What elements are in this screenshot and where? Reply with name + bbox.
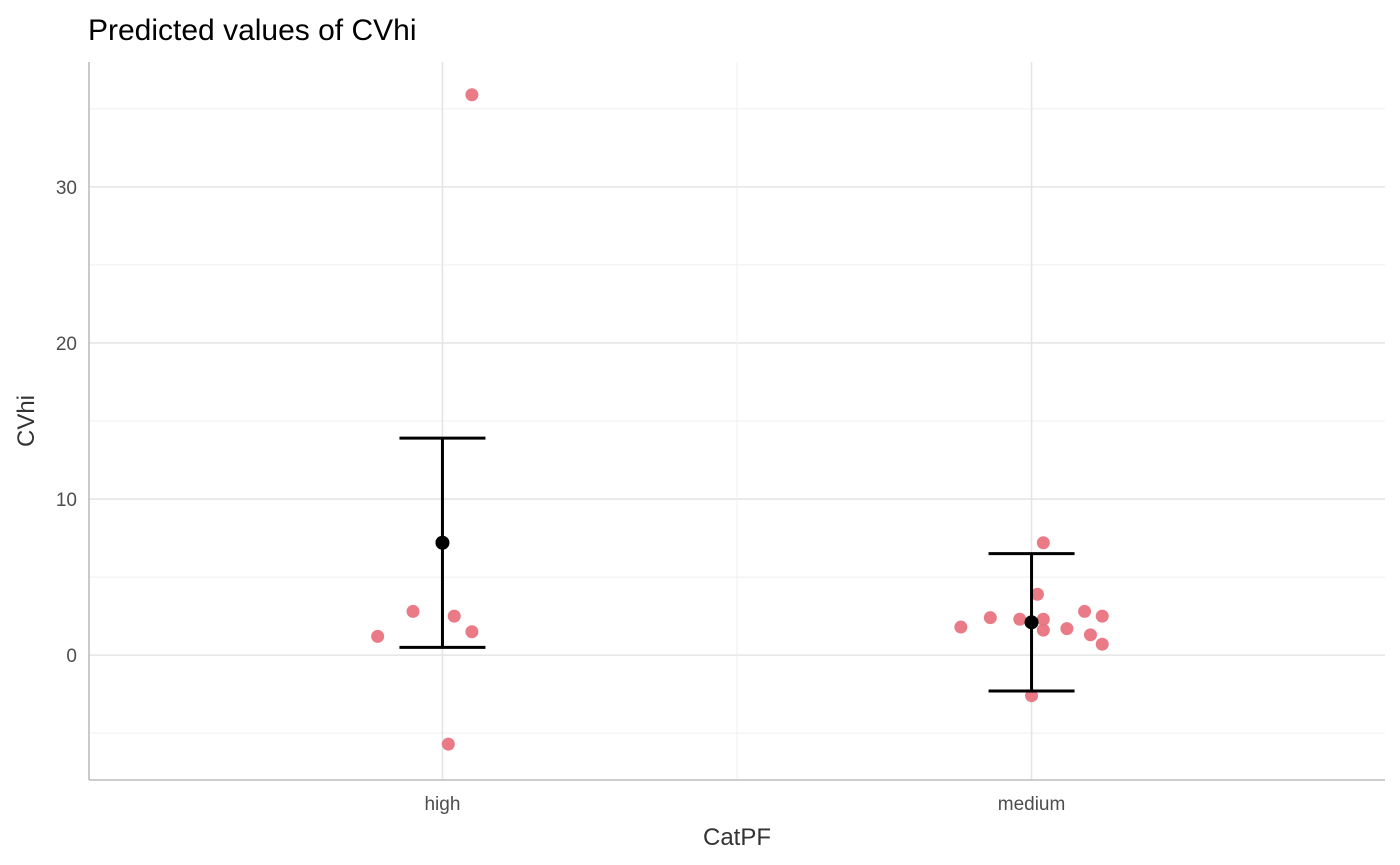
observation-point	[1078, 604, 1092, 618]
observation-point	[465, 625, 479, 639]
chart-title: Predicted values of CVhi	[88, 14, 417, 47]
y-tick-label: 20	[56, 334, 77, 355]
grid	[89, 62, 1385, 780]
observation-point	[1095, 637, 1109, 651]
estimate-point	[435, 535, 450, 550]
observation-point	[1013, 612, 1027, 626]
observation-point	[1036, 623, 1050, 637]
observation-point	[1060, 622, 1074, 636]
x-tick-label: high	[424, 794, 460, 815]
observation-point	[447, 609, 461, 623]
observation-point	[1095, 609, 1109, 623]
observation-point	[954, 620, 968, 634]
axes	[88, 62, 1385, 781]
observation-point	[983, 611, 997, 625]
x-axis-title: CatPF	[703, 824, 771, 851]
observation-point	[441, 737, 455, 751]
y-tick-label: 10	[56, 490, 77, 511]
tick-labels: 0 10 20 30 high medium	[56, 178, 1065, 815]
y-tick-label: 0	[66, 646, 77, 667]
prediction-estimates	[399, 436, 1075, 693]
x-tick-label: medium	[998, 794, 1066, 815]
observation-point	[465, 88, 479, 102]
y-tick-label: 30	[56, 178, 77, 199]
observation-point	[1030, 587, 1044, 601]
observation-point	[1083, 628, 1097, 642]
prediction-medium	[988, 552, 1075, 693]
observation-point	[371, 629, 385, 643]
observation-point	[1036, 612, 1050, 626]
observation-point	[1036, 536, 1050, 550]
y-axis-title: CVhi	[13, 395, 40, 447]
estimate-point	[1024, 615, 1039, 630]
prediction-high	[399, 436, 486, 649]
observation-point	[406, 604, 420, 618]
